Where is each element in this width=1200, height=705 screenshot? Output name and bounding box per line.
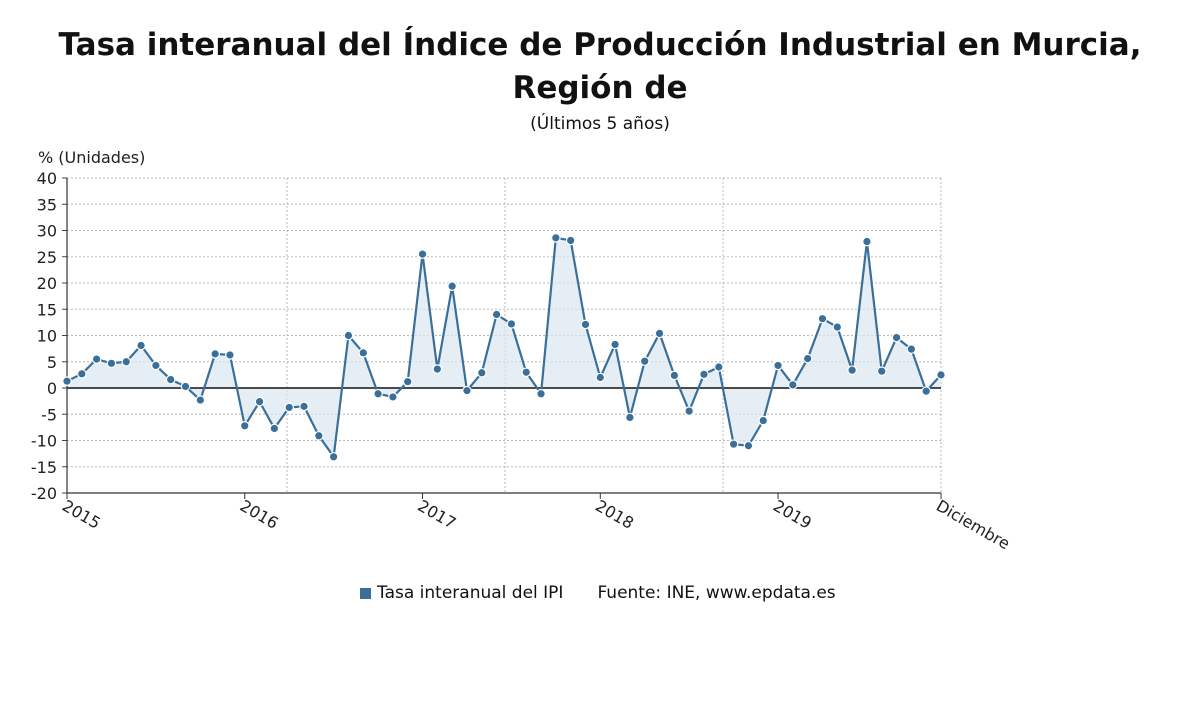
data-point <box>743 440 754 451</box>
data-point <box>373 388 383 399</box>
data-point <box>506 319 517 329</box>
data-point <box>284 402 295 413</box>
data-point <box>121 356 132 367</box>
x-tick-label: Diciembre <box>933 496 1013 553</box>
x-tick-label: 2016 <box>237 496 282 533</box>
y-tick-label: -15 <box>31 458 57 477</box>
data-point <box>536 388 546 399</box>
data-point <box>654 328 665 339</box>
data-point <box>269 423 280 434</box>
y-tick-label: 20 <box>37 274 57 293</box>
data-point <box>254 396 265 407</box>
data-point <box>832 322 843 332</box>
y-tick-label: 30 <box>37 222 57 241</box>
data-point <box>136 340 146 351</box>
chart-subtitle: (Últimos 5 años) <box>530 114 670 134</box>
grid-lines <box>67 177 942 494</box>
data-point <box>91 354 102 364</box>
y-tick-label: -10 <box>31 432 57 451</box>
y-tick-label: 5 <box>47 353 57 372</box>
data-point <box>758 415 769 426</box>
data-point <box>432 364 443 374</box>
x-tick-label: 2018 <box>592 496 637 533</box>
data-point <box>314 430 324 441</box>
y-tick-label: 10 <box>37 327 57 346</box>
data-point <box>239 420 250 431</box>
data-point <box>669 370 680 381</box>
data-point <box>684 406 694 416</box>
data-point <box>225 350 235 360</box>
data-point <box>388 392 398 402</box>
data-point <box>195 395 206 405</box>
data-point <box>402 376 413 387</box>
series-line <box>66 236 942 458</box>
y-axis-label: % (Unidades) <box>38 148 145 167</box>
y-tick-label: 25 <box>37 248 57 267</box>
y-tick-label: 0 <box>47 379 57 398</box>
data-point <box>151 360 161 371</box>
series-line-layer <box>66 236 942 458</box>
data-point <box>788 380 798 390</box>
legend-swatch <box>360 587 371 599</box>
data-point <box>610 339 620 350</box>
chart-title: Tasa interanual del Índice de Producción… <box>58 27 1142 106</box>
data-point <box>462 385 472 396</box>
y-tick-label: 15 <box>37 300 57 319</box>
data-point <box>639 356 650 367</box>
source-text: Fuente: INE, www.epdata.es <box>597 583 836 603</box>
data-point <box>521 367 532 378</box>
data-point <box>551 233 561 243</box>
data-point <box>491 309 502 320</box>
data-point <box>802 353 813 364</box>
x-tick-label: 2019 <box>770 496 815 533</box>
data-points <box>62 233 946 462</box>
data-point <box>699 369 709 380</box>
data-point <box>476 367 487 378</box>
data-point <box>447 281 457 291</box>
data-point <box>77 369 87 379</box>
x-tick-label: 2017 <box>415 496 460 533</box>
y-tick-label: 35 <box>37 195 57 214</box>
data-point <box>343 330 354 341</box>
data-point <box>876 366 887 376</box>
data-point <box>817 313 828 324</box>
data-point <box>165 374 176 385</box>
legend-series-label: Tasa interanual del IPI <box>377 583 564 603</box>
data-point <box>906 344 917 354</box>
y-tick-label: -20 <box>31 484 57 503</box>
y-tick-label: 40 <box>37 169 57 188</box>
data-point <box>847 365 857 375</box>
data-point <box>921 386 931 396</box>
data-point <box>328 451 339 462</box>
data-point <box>299 401 309 412</box>
data-point <box>862 236 872 247</box>
data-point <box>728 439 739 449</box>
data-point <box>180 381 191 392</box>
data-point <box>891 332 902 343</box>
data-point <box>358 348 369 358</box>
x-tick-label: 2015 <box>59 496 104 533</box>
data-point <box>62 376 72 386</box>
data-point <box>106 358 117 369</box>
data-point <box>210 349 220 359</box>
data-point <box>580 319 591 330</box>
data-point <box>625 412 635 423</box>
data-point <box>713 362 724 372</box>
data-point <box>417 249 428 259</box>
data-point <box>565 235 576 246</box>
data-point <box>595 372 606 383</box>
area-fill <box>67 237 941 457</box>
y-tick-label: -5 <box>41 405 57 424</box>
data-point <box>936 370 946 380</box>
chart-legend: Tasa interanual del IPI Fuente: INE, www… <box>360 583 836 603</box>
data-point <box>773 360 783 371</box>
series-area <box>67 237 941 457</box>
